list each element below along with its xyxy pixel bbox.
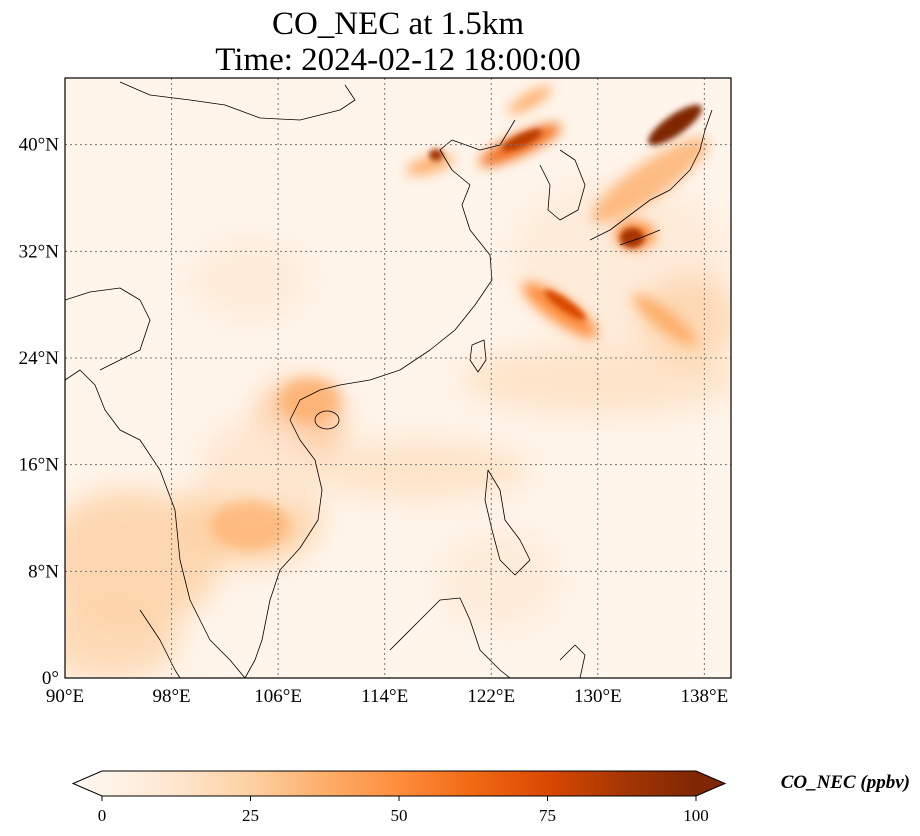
- border-myanmar: [65, 287, 151, 371]
- colorbar-ticks: 0 25 50 75 100: [98, 796, 709, 825]
- coastline-sulawesi: [559, 644, 586, 678]
- coastline-japan: [589, 109, 713, 246]
- colorbar-tick-label: 50: [391, 806, 408, 825]
- lat-tick-label: 32°N: [19, 241, 60, 262]
- colorbar-tick-label: 75: [539, 806, 556, 825]
- lat-tick-label: 40°N: [19, 135, 60, 156]
- plume-cores: [429, 104, 702, 321]
- colorbar-gradient: [102, 771, 696, 796]
- colorbar-tick-label: 0: [98, 806, 107, 825]
- lat-tick-label: 24°N: [19, 348, 60, 369]
- border-mongolia: [119, 81, 356, 121]
- coastline-indochina-west: [65, 369, 246, 678]
- coastline-borneo: [389, 597, 511, 678]
- coastline-sumatra: [139, 609, 181, 678]
- lat-tick-label: 0°: [42, 668, 59, 689]
- lon-tick-label: 98°E: [152, 686, 190, 707]
- map-axis-ticks: 90°E 98°E 106°E 114°E 122°E 130°E 138°E 0° 8°N 16…: [19, 135, 729, 707]
- lat-tick-label: 16°N: [19, 455, 60, 476]
- coastline-hainan: [314, 410, 340, 430]
- map-frame: [64, 77, 732, 679]
- map-gridlines: [64, 78, 731, 678]
- coastline-philippines: [484, 469, 531, 576]
- colorbar-tick-label: 25: [242, 806, 259, 825]
- lon-tick-label: 138°E: [681, 686, 729, 707]
- concentration-field: [65, 81, 731, 678]
- colorbar-extend-high: [696, 771, 725, 796]
- lat-tick-label: 8°N: [28, 561, 59, 582]
- colorbar: 0 25 50 75 100 CO_NEC (ppbv): [71, 770, 910, 825]
- colorbar-tick-label: 100: [683, 806, 709, 825]
- lon-tick-label: 106°E: [254, 686, 302, 707]
- map-title: CO_NEC at 1.5km: [271, 6, 525, 42]
- coastline-korea: [539, 149, 586, 221]
- colorbar-label: CO_NEC (ppbv): [781, 772, 910, 793]
- lon-tick-label: 114°E: [361, 686, 408, 707]
- colorbar-extend-low: [73, 771, 102, 796]
- lon-tick-label: 130°E: [574, 686, 622, 707]
- lon-tick-label: 122°E: [467, 686, 515, 707]
- map-subtitle-time: Time: 2024-02-12 18:00:00: [215, 42, 581, 78]
- lon-tick-label: 90°E: [46, 686, 84, 707]
